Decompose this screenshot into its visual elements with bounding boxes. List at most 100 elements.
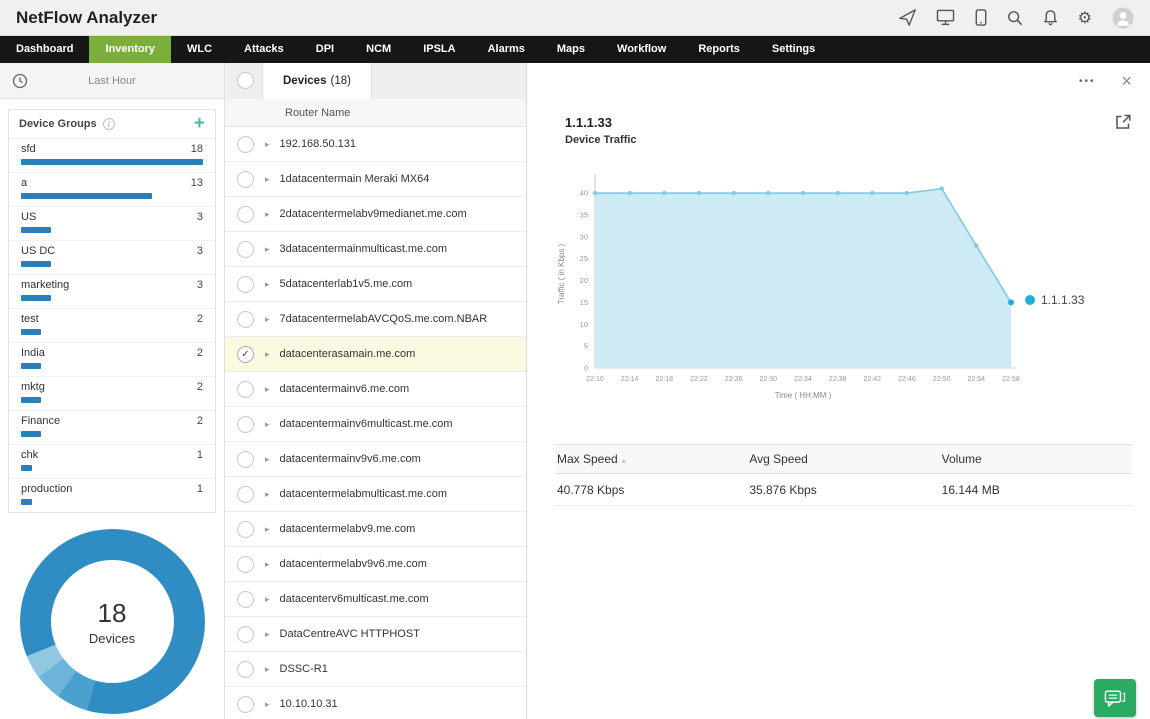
device-name[interactable]: DSSC-R1	[279, 663, 328, 675]
tab-maps[interactable]: Maps	[556, 43, 586, 55]
device-group-row[interactable]: US DC 3	[9, 241, 215, 275]
row-checkbox[interactable]	[237, 205, 254, 223]
tab-dpi[interactable]: DPI	[315, 43, 335, 55]
device-name[interactable]: 7datacentermelabAVCQoS.me.com.NBAR	[279, 313, 488, 325]
tab-ipsla[interactable]: IPSLA	[423, 43, 456, 55]
device-group-row[interactable]: marketing 3	[9, 275, 215, 309]
chart-legend[interactable]: 1.1.1.33	[1025, 184, 1084, 416]
device-row[interactable]: ▸ datacentermelabmulticast.me.com	[225, 477, 526, 512]
tab-reports[interactable]: Reports	[698, 43, 740, 55]
expand-chevron-icon[interactable]: ▸	[265, 313, 270, 324]
expand-chevron-icon[interactable]: ▸	[265, 558, 270, 569]
device-name[interactable]: 2datacentermelabv9medianet.me.com	[279, 208, 467, 220]
tab-ncm[interactable]: NCM	[366, 43, 392, 55]
device-row[interactable]: ▸ 1datacentermain Meraki MX64	[225, 162, 526, 197]
user-avatar[interactable]	[1112, 7, 1134, 29]
device-row[interactable]: ▸ 192.168.50.131	[225, 127, 526, 162]
screen-icon[interactable]	[936, 9, 955, 26]
add-group-icon[interactable]: +	[193, 113, 205, 134]
expand-chevron-icon[interactable]: ▸	[265, 243, 270, 254]
device-row[interactable]: ✓ ▸ datacenterasamain.me.com	[225, 337, 526, 372]
row-checkbox[interactable]	[237, 310, 254, 328]
tab-attacks[interactable]: Attacks	[244, 43, 284, 55]
time-filter[interactable]: Last Hour	[0, 63, 224, 99]
gear-icon[interactable]: ⚙	[1077, 7, 1092, 27]
table-header-volume[interactable]: Volume	[941, 452, 982, 466]
device-name[interactable]: 192.168.50.131	[279, 138, 356, 150]
expand-chevron-icon[interactable]: ▸	[265, 698, 270, 709]
device-group-row[interactable]: mktg 2	[9, 377, 215, 411]
expand-chevron-icon[interactable]: ▸	[265, 418, 270, 429]
device-row[interactable]: ▸ datacentermainv9v6.me.com	[225, 442, 526, 477]
expand-chevron-icon[interactable]: ▸	[265, 523, 270, 534]
device-name[interactable]: 10.10.10.31	[279, 698, 338, 710]
device-name[interactable]: 5datacenterlab1v5.me.com	[279, 278, 413, 290]
device-row[interactable]: ▸ DSSC-R1	[225, 652, 526, 687]
expand-chevron-icon[interactable]: ▸	[265, 208, 270, 219]
device-row[interactable]: ▸ 10.10.10.31	[225, 687, 526, 719]
row-checkbox[interactable]	[237, 450, 254, 468]
table-header-avg-speed[interactable]: Avg Speed	[749, 452, 808, 466]
device-row[interactable]: ▸ datacentermelabv9.me.com	[225, 512, 526, 547]
device-name[interactable]: datacenterv6multicast.me.com	[279, 593, 429, 605]
expand-chevron-icon[interactable]: ▸	[265, 138, 270, 149]
device-row[interactable]: ▸ datacentermainv6.me.com	[225, 372, 526, 407]
expand-chevron-icon[interactable]: ▸	[265, 278, 270, 289]
row-checkbox[interactable]	[237, 660, 254, 678]
mobile-icon[interactable]	[975, 9, 987, 26]
row-checkbox[interactable]	[237, 380, 254, 398]
close-icon[interactable]: ×	[1121, 71, 1132, 91]
device-name[interactable]: datacentermainv9v6.me.com	[279, 453, 421, 465]
expand-chevron-icon[interactable]: ▸	[265, 488, 270, 499]
info-icon[interactable]: i	[102, 118, 115, 130]
device-group-row[interactable]: chk 1	[9, 445, 215, 479]
device-name[interactable]: 3datacentermainmulticast.me.com	[279, 243, 448, 255]
send-icon[interactable]	[898, 9, 916, 26]
device-name[interactable]: datacentermainv6multicast.me.com	[279, 418, 453, 430]
device-group-row[interactable]: production 1	[9, 479, 215, 512]
tab-alarms[interactable]: Alarms	[487, 43, 525, 55]
device-row[interactable]: ▸ datacenterv6multicast.me.com	[225, 582, 526, 617]
device-row[interactable]: ▸ 3datacentermainmulticast.me.com	[225, 232, 526, 267]
device-group-row[interactable]: US 3	[9, 207, 215, 241]
expand-chevron-icon[interactable]: ▸	[265, 628, 270, 639]
row-checkbox[interactable]	[237, 135, 254, 153]
table-header-max-speed[interactable]: Max Speed ▴	[557, 452, 626, 466]
device-name[interactable]: datacentermelabv9v6.me.com	[279, 558, 427, 570]
sort-asc-icon[interactable]: ▴	[621, 456, 626, 465]
device-row[interactable]: ▸ 7datacentermelabAVCQoS.me.com.NBAR	[225, 302, 526, 337]
row-checkbox[interactable]	[237, 240, 254, 258]
device-donut[interactable]: 18 Devices	[19, 529, 205, 714]
device-name[interactable]: DataCentreAVC HTTPHOST	[279, 628, 420, 640]
tab-settings[interactable]: Settings	[771, 43, 816, 55]
expand-chevron-icon[interactable]: ▸	[265, 593, 270, 604]
row-checkbox[interactable]	[237, 625, 254, 643]
router-name-header[interactable]: Router Name	[225, 99, 526, 127]
device-row[interactable]: ▸ 5datacenterlab1v5.me.com	[225, 267, 526, 302]
row-checkbox[interactable]	[237, 520, 254, 538]
device-name[interactable]: 1datacentermain Meraki MX64	[279, 173, 430, 185]
expand-chevron-icon[interactable]: ▸	[265, 383, 270, 394]
device-group-row[interactable]: a 13	[9, 173, 215, 207]
tab-dashboard[interactable]: Dashboard	[16, 43, 74, 55]
expand-chevron-icon[interactable]: ▸	[265, 173, 270, 184]
device-group-row[interactable]: India 2	[9, 343, 215, 377]
tab-wlc[interactable]: WLC	[186, 43, 213, 55]
device-name[interactable]: datacentermelabv9.me.com	[279, 523, 416, 535]
bell-icon[interactable]	[1043, 9, 1058, 26]
tab-inventory[interactable]: Inventory	[89, 36, 171, 63]
expand-chevron-icon[interactable]: ▸	[265, 348, 270, 359]
tab-workflow[interactable]: Workflow	[617, 43, 667, 55]
row-checkbox[interactable]	[237, 485, 254, 503]
device-row[interactable]: ▸ DataCentreAVC HTTPHOST	[225, 617, 526, 652]
device-row[interactable]: ▸ datacentermelabv9v6.me.com	[225, 547, 526, 582]
device-row[interactable]: ▸ 2datacentermelabv9medianet.me.com	[225, 197, 526, 232]
row-checkbox[interactable]	[237, 415, 254, 433]
device-name[interactable]: datacentermelabmulticast.me.com	[279, 488, 448, 500]
chat-button[interactable]	[1094, 679, 1136, 717]
export-icon[interactable]	[1114, 113, 1132, 136]
expand-chevron-icon[interactable]: ▸	[265, 663, 270, 674]
row-checkbox[interactable]	[237, 555, 254, 573]
device-row[interactable]: ▸ datacentermainv6multicast.me.com	[225, 407, 526, 442]
device-name[interactable]: datacenterasamain.me.com	[279, 348, 416, 360]
